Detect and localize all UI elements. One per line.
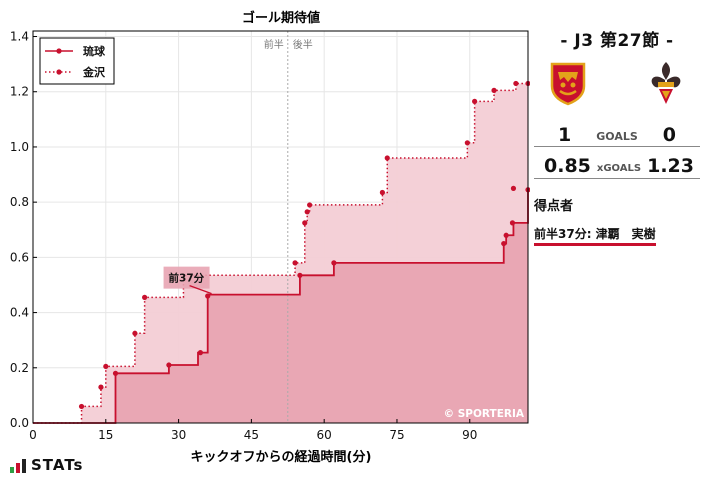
- goal-annotation-arrow: [189, 285, 212, 295]
- plot-frame: [32, 30, 529, 424]
- legend-label: 金沢: [82, 65, 106, 79]
- away-shot-point: [78, 403, 85, 410]
- home-shot-point: [501, 240, 507, 247]
- x-tick-label: 45: [244, 428, 259, 442]
- xg-label: xGOALS: [596, 163, 642, 174]
- x-tick-label: 90: [462, 428, 477, 442]
- x-tick-label: 0: [29, 428, 37, 442]
- home-shot-point: [509, 220, 516, 226]
- away-shot-point: [302, 220, 308, 226]
- legend: [39, 37, 115, 85]
- home-shot-point: [166, 362, 172, 368]
- home-shot-point: [205, 293, 211, 299]
- legend-marker: [56, 69, 62, 75]
- goals-label: GOALS: [596, 130, 638, 143]
- logo-text: STATs: [31, 456, 84, 474]
- away-shot-point: [103, 363, 109, 370]
- away-shot-point: [292, 260, 298, 266]
- x-tick-label: 30: [171, 428, 186, 442]
- home-team-crest-icon: [550, 62, 586, 106]
- away-shot-point: [384, 155, 390, 161]
- match-summary: - J3 第27節 - 1 GOALS 0 0.85 xGOALS 1.23 得…: [534, 22, 700, 246]
- away-team-crest-icon: [651, 62, 681, 104]
- home-shot-point: [503, 232, 509, 238]
- away-shot-point: [379, 189, 386, 196]
- away-shot-point: [98, 384, 104, 390]
- watermark: © SPORTERIA: [444, 408, 525, 420]
- half-label-first: 前半: [264, 38, 284, 51]
- y-tick-label: 1.2: [10, 85, 29, 99]
- y-tick-label: 0.4: [10, 306, 29, 320]
- x-axis-label: キックオフからの経過時間(分): [191, 449, 372, 465]
- away-shot-point: [307, 202, 313, 208]
- team-crests: [534, 60, 700, 108]
- home-goals: 1: [558, 124, 572, 146]
- match-title: - J3 第27節 -: [560, 31, 674, 51]
- home-shot-point: [331, 260, 337, 266]
- goal-annotation-box: [163, 266, 210, 289]
- home-shot-point: [297, 272, 303, 278]
- away-shot-point: [491, 87, 497, 93]
- x-tick-label: 60: [317, 428, 332, 442]
- x-tick-label: 75: [389, 428, 404, 442]
- away-xg: 1.23: [647, 155, 694, 177]
- half-label-second: 後半: [293, 38, 313, 51]
- y-tick-label: 0.0: [10, 416, 29, 430]
- home-shot-point: [510, 185, 517, 191]
- stats-bars-icon: [10, 459, 26, 473]
- legend-marker: [56, 48, 62, 54]
- goals-row: 1 GOALS 0: [534, 120, 700, 147]
- y-tick-label: 0.2: [10, 361, 29, 375]
- away-shot-point: [132, 330, 138, 336]
- goal-annotation-label: 前37分: [169, 272, 205, 285]
- y-tick-label: 1.4: [10, 30, 29, 44]
- legend-label: 琉球: [83, 44, 106, 58]
- away-shot-point: [472, 98, 478, 104]
- y-tick-label: 0.6: [10, 250, 29, 264]
- y-tick-label: 0.8: [10, 195, 29, 209]
- home-xg: 0.85: [544, 155, 591, 177]
- home-xg-area: [33, 189, 528, 423]
- chart-title: ゴール期待値: [242, 10, 320, 26]
- x-tick-label: 15: [98, 428, 113, 442]
- scorers-title: 得点者: [534, 199, 574, 214]
- xg-row: 0.85 xGOALS 1.23: [534, 150, 700, 179]
- y-tick-label: 1.0: [10, 140, 29, 154]
- away-shot-point: [464, 140, 470, 146]
- away-shot-point: [304, 209, 310, 215]
- away-shot-point: [513, 80, 519, 87]
- away-goals: 0: [662, 124, 676, 146]
- scorer-entry: 前半37分: 津覇 実樹: [534, 225, 656, 246]
- home-shot-point: [112, 370, 119, 376]
- stats-logo: STATs: [10, 457, 83, 473]
- home-shot-point: [197, 350, 204, 356]
- away-shot-point: [142, 294, 148, 300]
